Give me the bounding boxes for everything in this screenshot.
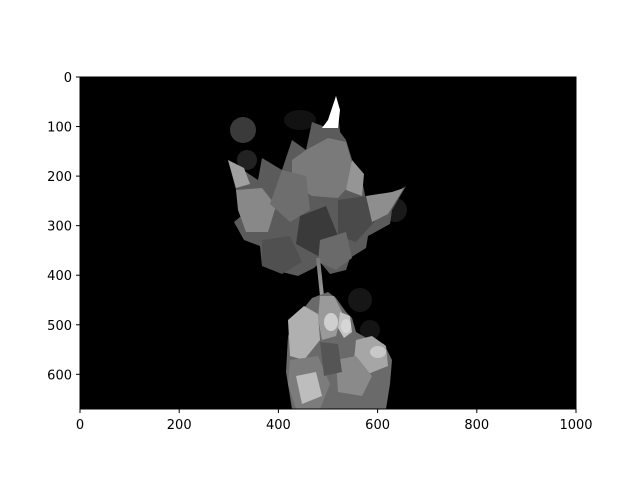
maple-leaf — [228, 96, 406, 296]
y-tick-label: 400 — [47, 269, 72, 284]
image-content — [228, 96, 407, 409]
x-tick-label: 600 — [365, 418, 390, 433]
y-tick-label: 200 — [47, 170, 72, 185]
x-axis: 0 200 400 600 800 1000 — [76, 409, 593, 433]
y-tick-label: 0 — [64, 71, 72, 86]
x-tick-label: 800 — [464, 418, 489, 433]
x-tick-label: 400 — [266, 418, 291, 433]
y-tick-label: 100 — [47, 121, 72, 136]
y-tick-label: 300 — [47, 220, 72, 235]
x-tick-label: 200 — [167, 418, 192, 433]
axes-frame — [79, 76, 577, 410]
y-axis: 0 100 200 300 400 500 600 — [47, 71, 80, 383]
x-tick-label: 0 — [76, 418, 84, 433]
hand — [286, 292, 392, 409]
y-tick-label: 600 — [47, 368, 72, 383]
y-tick-label: 500 — [47, 319, 72, 334]
x-tick-label: 1000 — [559, 418, 592, 433]
